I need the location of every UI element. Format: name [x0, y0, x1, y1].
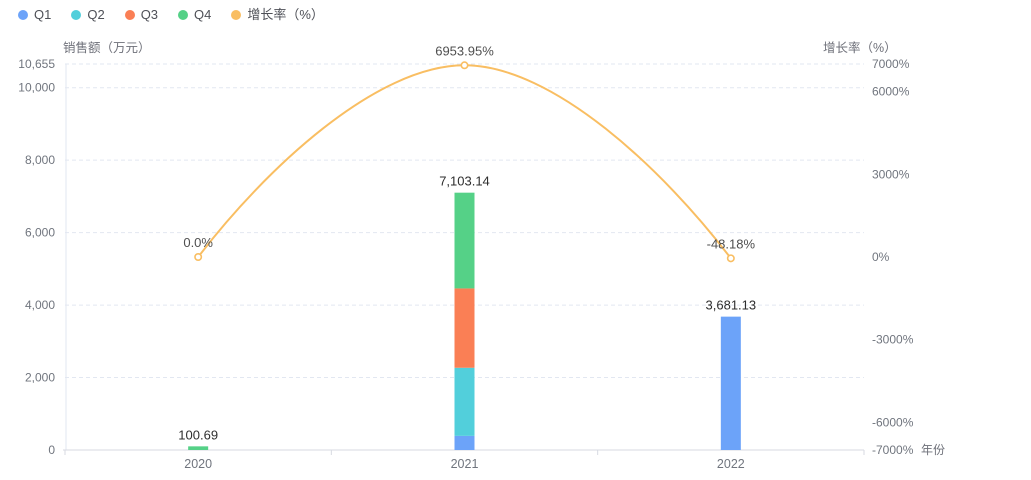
left-axis-tick-label: 10,000 — [18, 81, 55, 95]
legend-item-label: 增长率（%） — [247, 7, 324, 22]
growth-rate-point-2022[interactable] — [726, 254, 735, 263]
x-axis-category-label: 2020 — [184, 457, 212, 471]
x-axis-category-label: 2022 — [717, 457, 745, 471]
legend-dot-icon — [231, 10, 242, 20]
growth-rate-point-label: -48.18% — [707, 236, 756, 251]
legend-item-q2[interactable]: Q2 — [71, 7, 105, 22]
legend-item-label: Q3 — [140, 7, 159, 22]
legend-item-label: Q2 — [87, 7, 105, 22]
left-axis-tick-label: 6,000 — [25, 226, 55, 240]
right-axis-tick-label: 0% — [872, 250, 890, 264]
bar-segment-q1-2022[interactable] — [720, 316, 741, 450]
left-axis-tick-label: 0 — [48, 443, 55, 457]
bar-segment-q2-2021[interactable] — [454, 367, 475, 436]
right-axis-tick-label: 6000% — [872, 85, 910, 99]
legend-dot-icon — [178, 10, 189, 20]
bar-segment-q4-2021[interactable] — [454, 192, 475, 289]
left-axis-title: 销售额（万元） — [63, 41, 151, 55]
right-axis-tick-label: -6000% — [872, 415, 914, 429]
right-axis-title: 增长率（%） — [823, 41, 897, 55]
right-axis-tick-label: 3000% — [872, 167, 910, 181]
bar-total-label: 100.69 — [178, 427, 218, 442]
left-axis-tick-label: 4,000 — [25, 298, 55, 312]
bar-total-label: 7,103.14 — [439, 174, 490, 189]
right-axis-tick-label: 7000% — [872, 57, 910, 71]
left-axis-tick-label: 10,655 — [18, 57, 55, 71]
bar-segment-q1-2021[interactable] — [454, 435, 475, 450]
legend-item-label: Q4 — [194, 7, 212, 22]
left-axis-tick-label: 2,000 — [25, 371, 55, 385]
growth-rate-point-2020[interactable] — [194, 253, 203, 262]
growth-rate-point-label: 6953.95% — [435, 43, 494, 58]
right-axis-tick-label: -7000% — [872, 443, 914, 457]
legend-item-growth-rate[interactable]: 增长率（%） — [231, 8, 324, 22]
x-axis-category-label: 2021 — [451, 457, 479, 471]
left-axis-tick-label: 8,000 — [25, 153, 55, 167]
legend-item-label: Q1 — [34, 7, 52, 22]
bar-segment-q3-2021[interactable] — [454, 288, 475, 368]
bar-segment-q4-2020[interactable] — [188, 446, 209, 450]
legend-dot-icon — [71, 10, 82, 20]
legend-dot-icon — [124, 10, 135, 20]
legend-item-q3[interactable]: Q3 — [124, 7, 159, 22]
x-axis-title: 年份 — [921, 443, 946, 457]
right-axis-tick-label: -3000% — [872, 333, 914, 347]
legend-item-q1[interactable]: Q1 — [18, 8, 51, 22]
chart-legend: Q1 Q2 Q3 Q4 增长率（%） — [18, 8, 344, 22]
growth-rate-point-label: 0.0% — [183, 235, 213, 250]
bar-total-label: 3,681.13 — [706, 298, 757, 313]
growth-rate-point-2021[interactable] — [460, 61, 469, 70]
legend-dot-icon — [18, 10, 28, 20]
legend-item-q4[interactable]: Q4 — [178, 8, 211, 22]
